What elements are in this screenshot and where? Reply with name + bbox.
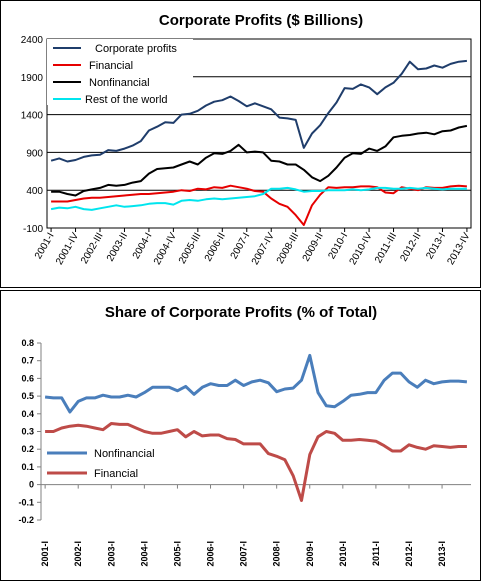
legend-label-financial: Financial xyxy=(89,60,133,72)
y-tick-label: 900 xyxy=(26,148,43,159)
x-tick-label: 2008-I xyxy=(272,541,282,567)
y-tick-label: 0.2 xyxy=(21,444,34,454)
x-tick-label: 2002-I xyxy=(73,541,83,567)
series-line-rest-of-the-world xyxy=(50,186,467,211)
corporate-profits-chart: Corporate Profits ($ Billions) -100 400 90… xyxy=(0,0,481,288)
y-tick-label: 0.6 xyxy=(21,373,34,383)
corporate-profits-svg: Corporate Profits ($ Billions) -100 400 90… xyxy=(21,12,473,267)
legend-box xyxy=(47,39,193,105)
legend-label-financial-2: Financial xyxy=(94,468,138,480)
y-tick-label: 1400 xyxy=(21,111,44,122)
x-tick-label: 2003-II xyxy=(105,231,130,263)
legend-label-corporate-profits: Corporate profits xyxy=(95,43,177,55)
legend: Corporate profits Financial Nonfinancial… xyxy=(47,39,193,106)
x-axis-ticks-2: 2001-I 2002-I 2003-I 2004-I 2005-I 2006-I 2007… xyxy=(40,484,447,567)
x-tick-label: 2013-I xyxy=(437,541,447,567)
x-tick-label: 2012-I xyxy=(404,541,414,567)
plot-area xyxy=(46,38,472,229)
y-tick-label: 400 xyxy=(26,186,43,197)
x-tick-label: 2003-I xyxy=(106,541,116,567)
x-tick-label: 2011-I xyxy=(371,541,381,566)
chart-title: Corporate Profits ($ Billions) xyxy=(159,12,363,29)
series-line-financial xyxy=(45,422,467,502)
x-tick-label: 2006-II xyxy=(203,231,228,263)
series-line-corporate-profits xyxy=(50,59,467,163)
x-tick-label: 2005-I xyxy=(172,541,182,567)
x-tick-label: 2004-IV xyxy=(152,231,179,267)
x-tick-label: 2006-I xyxy=(206,541,216,567)
x-tick-label: 2010-I xyxy=(327,231,351,261)
y-tick-label: 0.7 xyxy=(21,356,34,366)
series-line-nonfinancial xyxy=(51,124,468,197)
x-tick-label: 2012-II xyxy=(399,231,424,263)
y-tick-label: -0.2 xyxy=(18,515,34,525)
legend-label-rest-of-world: Rest of the world xyxy=(85,94,168,106)
share-of-profits-svg: Share of Corporate Profits (% of Total) … xyxy=(18,304,471,567)
x-tick-label: 2004-I xyxy=(139,541,149,567)
y-tick-label: 0 xyxy=(29,480,34,490)
y-tick-label: 0.5 xyxy=(21,391,34,401)
legend-label-nonfinancial: Nonfinancial xyxy=(89,77,150,89)
x-tick-label: 2005-III xyxy=(177,231,203,266)
legend-2: Nonfinancial Financial xyxy=(47,448,155,480)
chart-title-2: Share of Corporate Profits (% of Total) xyxy=(105,304,377,321)
y-axis-ticks-2: -0.2 -0.1 0 0.1 0.2 0.3 0.4 0.5 0.6 0.7 0.8 xyxy=(18,338,41,525)
x-tick-label: 2002-III xyxy=(79,231,105,266)
share-of-profits-chart: Share of Corporate Profits (% of Total) … xyxy=(0,290,481,581)
x-tick-label: 2009-II xyxy=(301,231,326,263)
y-tick-label: 0.3 xyxy=(21,427,34,437)
legend-label-nonfinancial-2: Nonfinancial xyxy=(94,448,155,460)
series-line-nonfinancial xyxy=(44,353,468,414)
x-tick-label: 2007-I xyxy=(239,541,249,567)
x-tick-label: 2010-I xyxy=(338,541,348,567)
axes xyxy=(40,343,471,520)
y-axis-ticks: -100 400 900 1400 1900 2400 xyxy=(21,35,44,235)
x-tick-label: 2004-I xyxy=(131,231,155,261)
y-tick-label: -100 xyxy=(23,224,43,235)
x-tick-label: 2001-I xyxy=(40,541,50,567)
x-tick-label: 2013-I xyxy=(424,231,448,261)
x-tick-label: 2007-IV xyxy=(250,231,277,267)
series-lines xyxy=(50,59,468,226)
y-tick-label: 0.8 xyxy=(21,338,34,348)
x-tick-label: 2010-IV xyxy=(348,231,375,267)
y-tick-label: 2400 xyxy=(21,35,44,46)
y-tick-label: 0.1 xyxy=(21,462,34,472)
series-lines-2 xyxy=(44,353,468,502)
x-tick-label: 2011-III xyxy=(373,231,399,265)
x-tick-label: 2009-I xyxy=(305,541,315,567)
y-tick-label: 0.4 xyxy=(21,409,34,419)
x-tick-label: 2008-III xyxy=(275,231,301,266)
series-line-financial xyxy=(51,184,467,226)
y-tick-label: 1900 xyxy=(21,73,44,84)
y-tick-label: -0.1 xyxy=(18,497,34,507)
x-tick-label: 2007-I xyxy=(229,231,253,261)
x-tick-label: 2013-IV xyxy=(445,231,472,267)
x-tick-label: 2001-I xyxy=(33,231,57,261)
x-tick-label: 2001-IV xyxy=(54,231,81,267)
